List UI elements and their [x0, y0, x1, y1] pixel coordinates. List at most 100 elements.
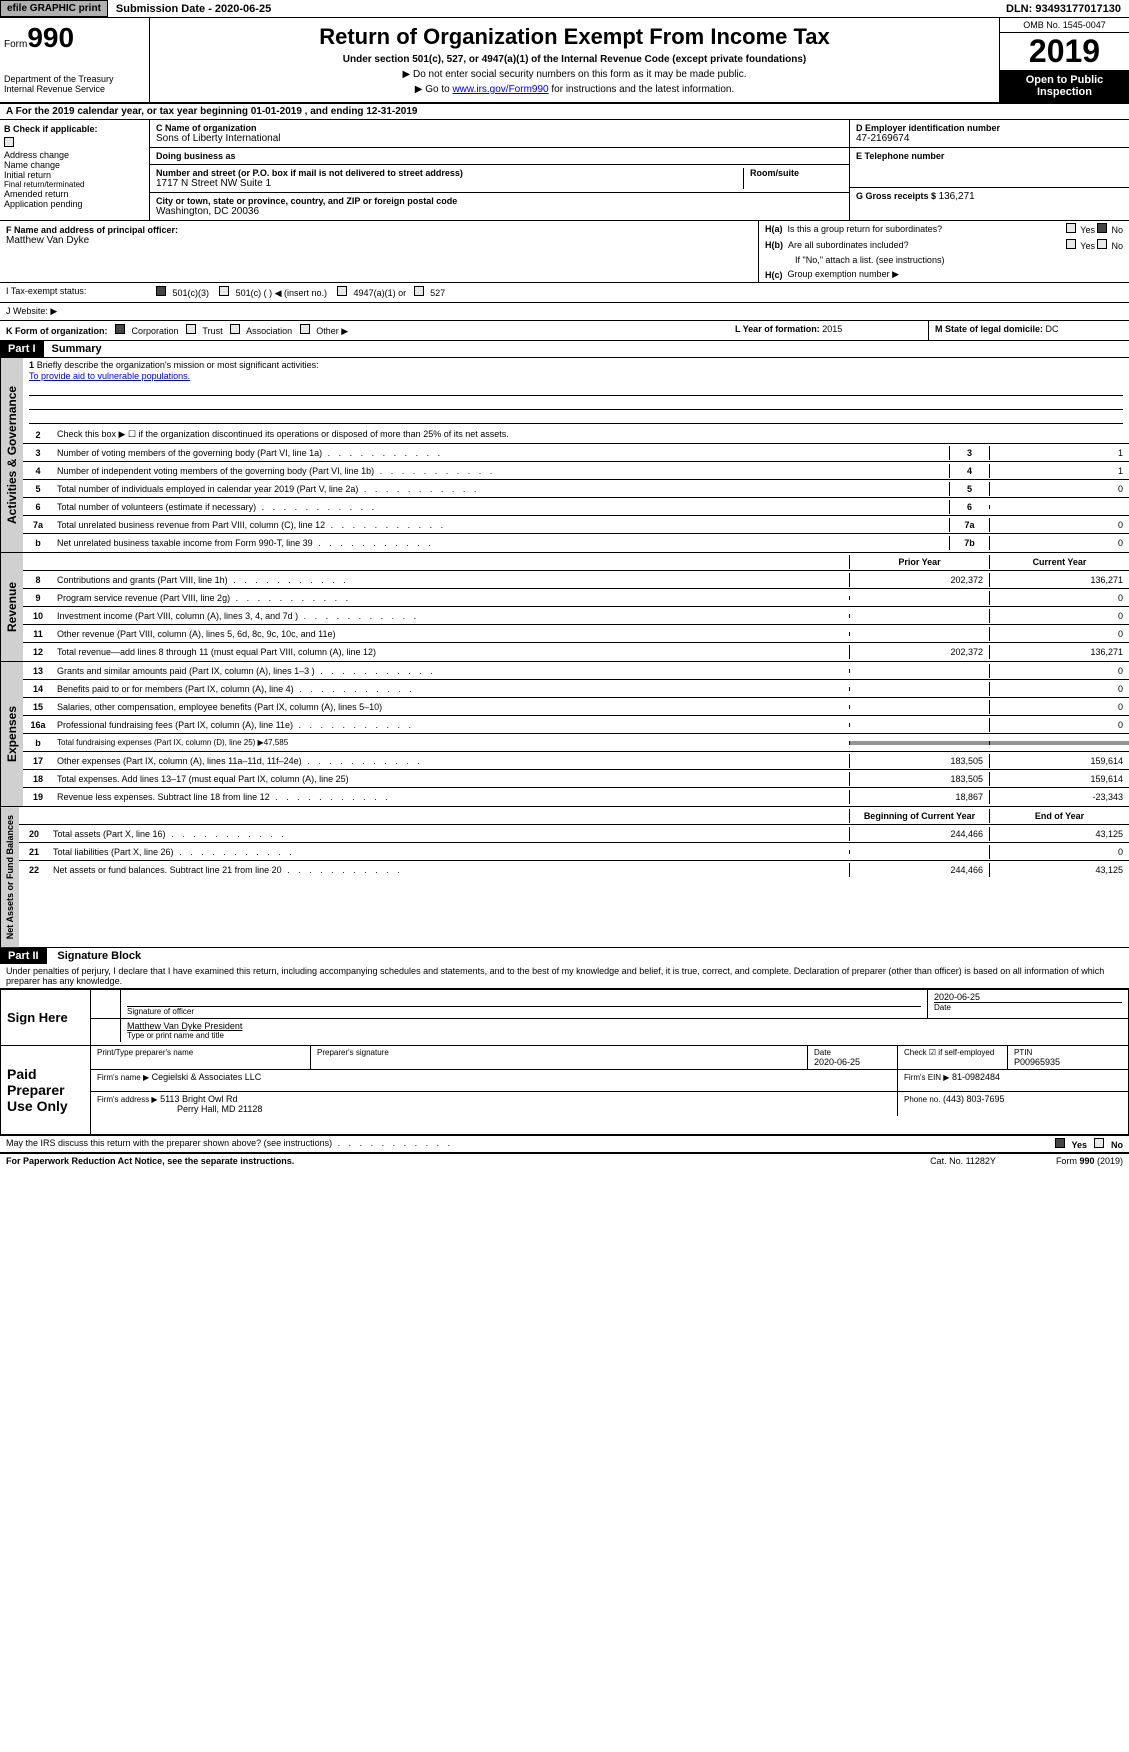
- l22-text: Net assets or fund balances. Subtract li…: [49, 863, 849, 877]
- line22: 22 Net assets or fund balances. Subtract…: [19, 861, 1129, 879]
- hb-line: H(b) Are all subordinates included? Yes …: [759, 237, 1129, 253]
- p21: [849, 850, 989, 854]
- hc-line: H(c) Group exemption number ▶: [759, 267, 1129, 282]
- entity-section: B Check if applicable: Address change Na…: [0, 120, 1129, 221]
- preparer-section: Paid Preparer Use Only Print/Type prepar…: [0, 1046, 1129, 1135]
- addr-val: 1717 N Street NW Suite 1: [156, 178, 743, 189]
- v7a: 0: [989, 518, 1129, 532]
- sign-here-label: Sign Here: [1, 990, 91, 1045]
- prep-date-val: 2020-06-25: [814, 1057, 891, 1067]
- line6: 6 Total number of volunteers (estimate i…: [23, 498, 1129, 516]
- exp-content: 13 Grants and similar amounts paid (Part…: [23, 662, 1129, 806]
- c18: 159,614: [989, 772, 1129, 786]
- cb-assoc[interactable]: [230, 324, 240, 334]
- c14: 0: [989, 682, 1129, 696]
- officer-name: Matthew Van Dyke: [6, 235, 752, 246]
- ha-yes-cb[interactable]: [1066, 223, 1076, 233]
- end-hdr: End of Year: [989, 809, 1129, 823]
- open-public: Open to Public Inspection: [1000, 70, 1129, 102]
- n10: 10: [23, 609, 53, 623]
- preparer-label: Paid Preparer Use Only: [1, 1046, 91, 1134]
- discuss-no-cb[interactable]: [1094, 1138, 1104, 1148]
- preparer-content: Print/Type preparer's name Preparer's si…: [91, 1046, 1128, 1134]
- opt-501c: 501(c) ( ) ◀ (insert no.): [236, 288, 327, 298]
- n17: 17: [23, 754, 53, 768]
- opt-4947: 4947(a)(1) or: [354, 288, 407, 298]
- efile-button[interactable]: efile GRAPHIC print: [0, 0, 108, 17]
- hb-note-line: If "No," attach a list. (see instruction…: [759, 253, 1129, 267]
- cb-other[interactable]: [300, 324, 310, 334]
- l2-text: Check this box ▶ ☐ if the organization d…: [53, 427, 1129, 442]
- e-label: E Telephone number: [856, 151, 1123, 161]
- b7a: 7a: [949, 518, 989, 532]
- n21: 21: [19, 845, 49, 859]
- ha-no-cb[interactable]: [1097, 223, 1107, 233]
- sig-blank: [127, 992, 921, 1006]
- l21-text: Total liabilities (Part X, line 26): [49, 845, 849, 859]
- ha-yes: Yes: [1080, 225, 1095, 235]
- l5-text: Total number of individuals employed in …: [53, 482, 949, 496]
- cat: Cat. No. 11282Y: [930, 1156, 996, 1166]
- rev-header: Prior Year Current Year: [23, 553, 1129, 571]
- vlabel-gov: Activities & Governance: [0, 358, 23, 552]
- hb-no-cb[interactable]: [1097, 239, 1107, 249]
- omb: OMB No. 1545-0047: [1000, 18, 1129, 33]
- cb-corp[interactable]: [115, 324, 125, 334]
- irs-link[interactable]: www.irs.gov/Form990: [452, 84, 548, 95]
- d-label: D Employer identification number: [856, 123, 1123, 133]
- name-cell: Matthew Van Dyke President Type or print…: [121, 1019, 1128, 1042]
- firm-name-label: Firm's name ▶: [97, 1073, 149, 1082]
- part1-header-row: Part I Summary: [0, 341, 1129, 358]
- l13-text: Grants and similar amounts paid (Part IX…: [53, 664, 849, 678]
- l15-text: Salaries, other compensation, employee b…: [53, 700, 849, 714]
- phone-row: E Telephone number: [850, 148, 1129, 188]
- n18: 18: [23, 772, 53, 786]
- line3: 3 Number of voting members of the govern…: [23, 444, 1129, 462]
- c-label: C Name of organization: [156, 123, 843, 133]
- cb-trust[interactable]: [186, 324, 196, 334]
- hb-yes: Yes: [1080, 241, 1095, 251]
- p16a: [849, 723, 989, 727]
- note2-pre: ▶ Go to: [415, 84, 453, 95]
- n19: 19: [23, 790, 53, 804]
- dept: Department of the Treasury: [4, 74, 145, 84]
- hb-text: Are all subordinates included?: [788, 240, 909, 250]
- addr-row: Number and street (or P.O. box if mail i…: [150, 165, 849, 193]
- cb-527[interactable]: [414, 286, 424, 296]
- cb-501c3[interactable]: [156, 286, 166, 296]
- header-sub: Under section 501(c), 527, or 4947(a)(1)…: [156, 54, 993, 65]
- cb-4947[interactable]: [337, 286, 347, 296]
- firm-addr-label: Firm's address ▶: [97, 1095, 158, 1104]
- discuss-yes-cb[interactable]: [1055, 1138, 1065, 1148]
- c17: 159,614: [989, 754, 1129, 768]
- p19: 18,867: [849, 790, 989, 804]
- l17-text: Other expenses (Part IX, column (A), lin…: [53, 754, 849, 768]
- form-num-footer: 990: [1079, 1156, 1094, 1166]
- n2: 2: [23, 428, 53, 442]
- p9: [849, 596, 989, 600]
- org-name: Sons of Liberty International: [156, 133, 843, 144]
- p12: 202,372: [849, 645, 989, 659]
- hb-yes-cb[interactable]: [1066, 239, 1076, 249]
- hc-text: Group exemption number ▶: [788, 269, 899, 280]
- website-row: J Website: ▶: [0, 303, 1129, 321]
- part1-header: Part I: [0, 341, 44, 357]
- gov-content: 1 Briefly describe the organization's mi…: [23, 358, 1129, 552]
- checkbox-address[interactable]: [4, 137, 14, 147]
- line11: 11 Other revenue (Part VIII, column (A),…: [23, 625, 1129, 643]
- b3: 3: [949, 446, 989, 460]
- blank2: [29, 396, 1123, 410]
- firm-ein-label: Firm's EIN ▶: [904, 1073, 949, 1082]
- self-emp-cell: Check ☑ if self-employed: [898, 1046, 1008, 1069]
- ptin-val: P00965935: [1014, 1057, 1122, 1067]
- line17: 17 Other expenses (Part IX, column (A), …: [23, 752, 1129, 770]
- cb-501c[interactable]: [219, 286, 229, 296]
- l11-text: Other revenue (Part VIII, column (A), li…: [53, 627, 849, 641]
- l1-text: Briefly describe the organization's miss…: [37, 360, 319, 370]
- p11: [849, 632, 989, 636]
- l14-text: Benefits paid to or for members (Part IX…: [53, 682, 849, 696]
- firm-name-val: Cegielski & Associates LLC: [152, 1072, 262, 1082]
- n16b: b: [23, 736, 53, 750]
- l7b-text: Net unrelated business taxable income fr…: [53, 536, 949, 550]
- mission: To provide aid to vulnerable populations…: [29, 371, 190, 381]
